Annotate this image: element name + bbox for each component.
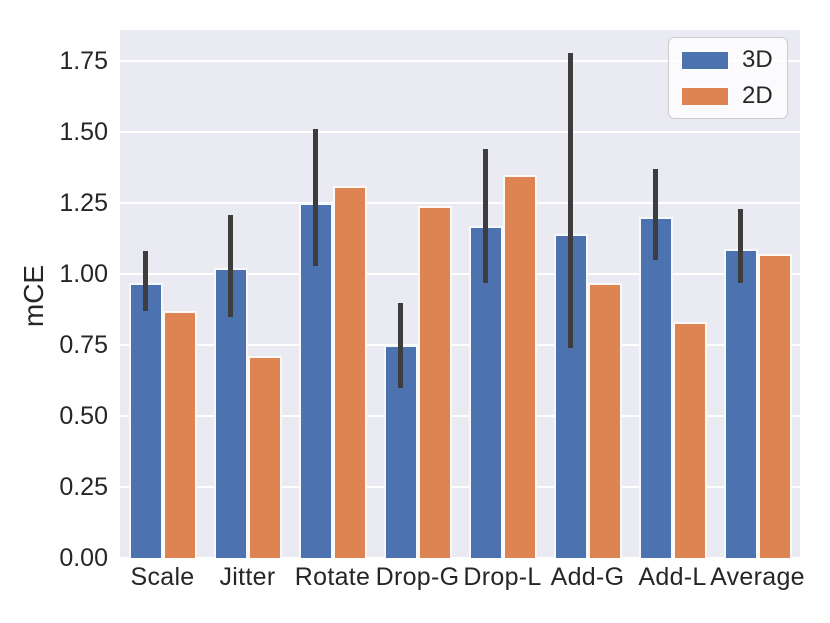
x-tick-label: Drop-L [463, 563, 542, 591]
legend-swatch-3d [681, 50, 729, 70]
x-tick-label: Add-G [550, 563, 625, 591]
gridline [120, 273, 800, 276]
bar-2d-scale [162, 311, 197, 558]
errorbar-3d-average [738, 208, 743, 283]
y-axis-title: mCE [18, 264, 49, 328]
y-tick-label: 0.25 [59, 473, 108, 502]
x-tick-label: Add-L [638, 563, 707, 591]
y-tick-label: 1.00 [59, 260, 108, 289]
y-tick-label: 1.75 [59, 47, 108, 76]
legend-label: 3D [742, 46, 773, 73]
legend-label: 2D [742, 82, 773, 109]
gridline [120, 202, 800, 205]
y-tick-label: 1.25 [59, 189, 108, 218]
y-tick-label: 0.00 [59, 544, 108, 572]
x-tick-label: Scale [130, 563, 195, 591]
bar-2d-rotate [332, 186, 367, 558]
gridline [120, 415, 800, 418]
errorbar-3d-jitter [228, 214, 233, 317]
gridline [120, 557, 800, 559]
errorbar-3d-drop-g [398, 302, 403, 388]
bar-3d-add-l [638, 217, 673, 558]
x-tick-label: Drop-G [375, 563, 460, 591]
bar-3d-scale [128, 282, 163, 558]
gridline [120, 486, 800, 489]
bar-2d-jitter [247, 356, 282, 558]
gridline [120, 60, 800, 63]
errorbar-3d-add-l [653, 169, 658, 260]
legend: 3D 2D [668, 37, 788, 119]
legend-swatch-2d [681, 86, 729, 106]
y-tick-label: 1.50 [59, 118, 108, 147]
legend-entry-3d: 3D [681, 47, 775, 73]
bar-3d-average [723, 248, 758, 558]
gridline [120, 344, 800, 347]
bar-2d-drop-g [417, 206, 452, 558]
bar-2d-average [757, 254, 792, 558]
errorbar-3d-scale [143, 251, 148, 312]
errorbar-3d-rotate [313, 129, 318, 266]
y-tick-label: 0.75 [59, 331, 108, 360]
errorbar-3d-drop-l [483, 149, 488, 283]
x-tick-label: Jitter [219, 563, 276, 591]
errorbar-3d-add-g [568, 52, 573, 348]
x-tick-label: Rotate [294, 563, 371, 591]
x-tick-label: Average [710, 563, 805, 591]
bar-2d-drop-l [502, 174, 537, 558]
bar-2d-add-g [587, 282, 622, 558]
y-tick-label: 0.50 [59, 402, 108, 431]
legend-entry-2d: 2D [681, 83, 775, 109]
gridline [120, 131, 800, 134]
bar-2d-add-l [672, 322, 707, 558]
